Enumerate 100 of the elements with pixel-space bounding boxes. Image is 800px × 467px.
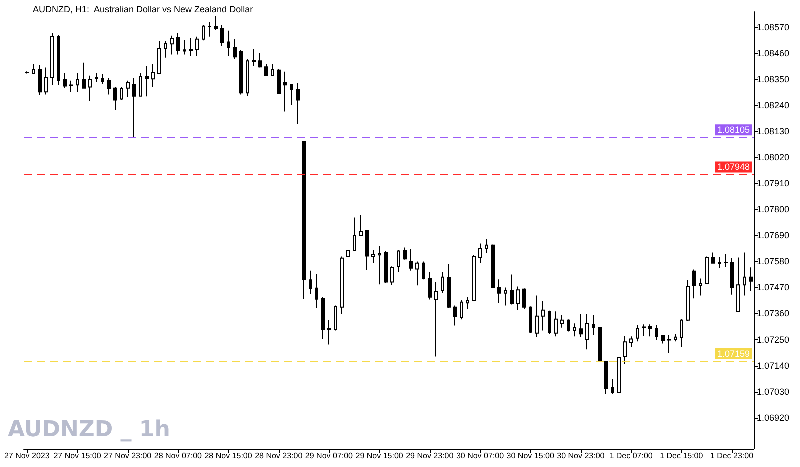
candlestick [233,38,237,60]
candlestick [560,314,564,328]
candlestick [705,256,709,284]
candlestick [246,59,249,97]
candlestick [655,324,658,341]
candlestick [535,295,539,338]
candlestick [321,296,325,340]
x-tick-label: 30 Nov 23:00 [557,452,606,460]
x-tick-label: 29 Nov 15:00 [356,452,404,460]
candlestick [32,64,35,75]
candlestick [252,48,256,67]
y-tick-label: 1.07030 [757,386,790,397]
candlestick [718,256,721,269]
candlestick [384,250,388,284]
candlestick [629,336,633,348]
candlestick [63,72,67,89]
candlestick [214,16,218,31]
ref-line-label: 1.07159 [717,348,750,359]
candlestick [290,84,293,106]
candlestick [667,334,671,354]
candlestick [170,35,174,56]
candlestick [642,324,646,336]
candlestick [504,287,507,306]
candlestick [397,250,400,273]
candlestick [334,305,337,332]
x-tick-label: 29 Nov 23:00 [406,452,454,460]
candlestick [113,86,117,111]
candlestick [541,300,545,332]
candlestick [743,252,746,296]
candlestick [567,319,570,332]
candlestick [497,279,501,304]
candlestick [390,266,394,286]
x-tick-label: 30 Nov 15:00 [506,452,555,460]
candlestick [516,286,520,310]
candlestick [736,257,740,313]
candlestick [491,244,495,289]
y-tick-label: 1.06920 [757,412,790,423]
annotation: AUDNZD _ 1h [8,418,170,442]
candlestick [202,24,205,42]
candlestick [340,256,344,315]
candlestick [145,66,149,98]
candlestick [157,40,161,75]
y-tick-label: 1.08240 [757,100,790,111]
candlestick [120,86,123,101]
x-tick-label: 27 Nov 15:00 [54,452,102,460]
candlestick [88,75,92,102]
candlestick [359,214,363,237]
candlestick [648,324,652,338]
candlestick [296,82,300,125]
candlestick [724,254,728,268]
y-tick-label: 1.08020 [757,152,790,163]
candlestick [661,334,665,344]
candlestick [208,22,211,38]
y-tick-label: 1.08460 [757,48,790,59]
candlestick [604,360,608,395]
candlestick [592,314,595,336]
x-tick-label: 28 Nov 15:00 [204,452,253,460]
x-tick-label: 27 Nov 23:00 [104,452,152,460]
y-tick-label: 1.07250 [757,334,790,345]
candlestick [69,80,73,93]
candlestick [453,305,457,326]
candlestick [371,250,375,264]
y-tick-label: 1.07580 [757,256,790,267]
y-tick-label: 1.08350 [757,74,790,85]
y-tick-label: 1.07690 [757,230,790,241]
candlestick [472,254,476,302]
candlestick [258,52,262,68]
candlestick [441,272,444,294]
candlestick [164,41,167,58]
candlestick [680,318,683,348]
candlestick [283,71,287,112]
candlestick [617,356,621,394]
candlestick [302,140,306,300]
candlestick [554,311,558,338]
candlestick [195,36,199,57]
candlestick [82,62,86,90]
x-tick-label: 28 Nov 07:00 [154,452,203,460]
candlestick [277,68,281,94]
y-tick-label: 1.08130 [757,126,790,137]
candlestick [95,72,98,83]
candlestick [447,264,451,309]
candlestick [466,296,469,310]
x-tick-label: 1 Dec 23:00 [710,452,754,460]
y-tick-label: 1.08570 [757,22,790,33]
candlestick [623,335,627,365]
ref-line-label: 1.07948 [717,162,750,172]
x-tick-label: 1 Dec 15:00 [660,452,704,460]
candlestick [353,217,356,252]
y-tick-label: 1.07470 [757,282,790,293]
candlestick [636,324,639,342]
y-tick-label: 1.07800 [757,204,790,215]
x-tick-label: 27 Nov 2023 [4,452,50,460]
candlestick [44,67,48,96]
candlestick [699,278,702,296]
candlestick [674,334,677,342]
x-tick-label: 29 Nov 07:00 [305,452,354,460]
candlestick [460,300,463,320]
y-tick-label: 1.07910 [757,178,790,189]
candlestick [365,230,369,271]
candlestick [522,288,526,310]
